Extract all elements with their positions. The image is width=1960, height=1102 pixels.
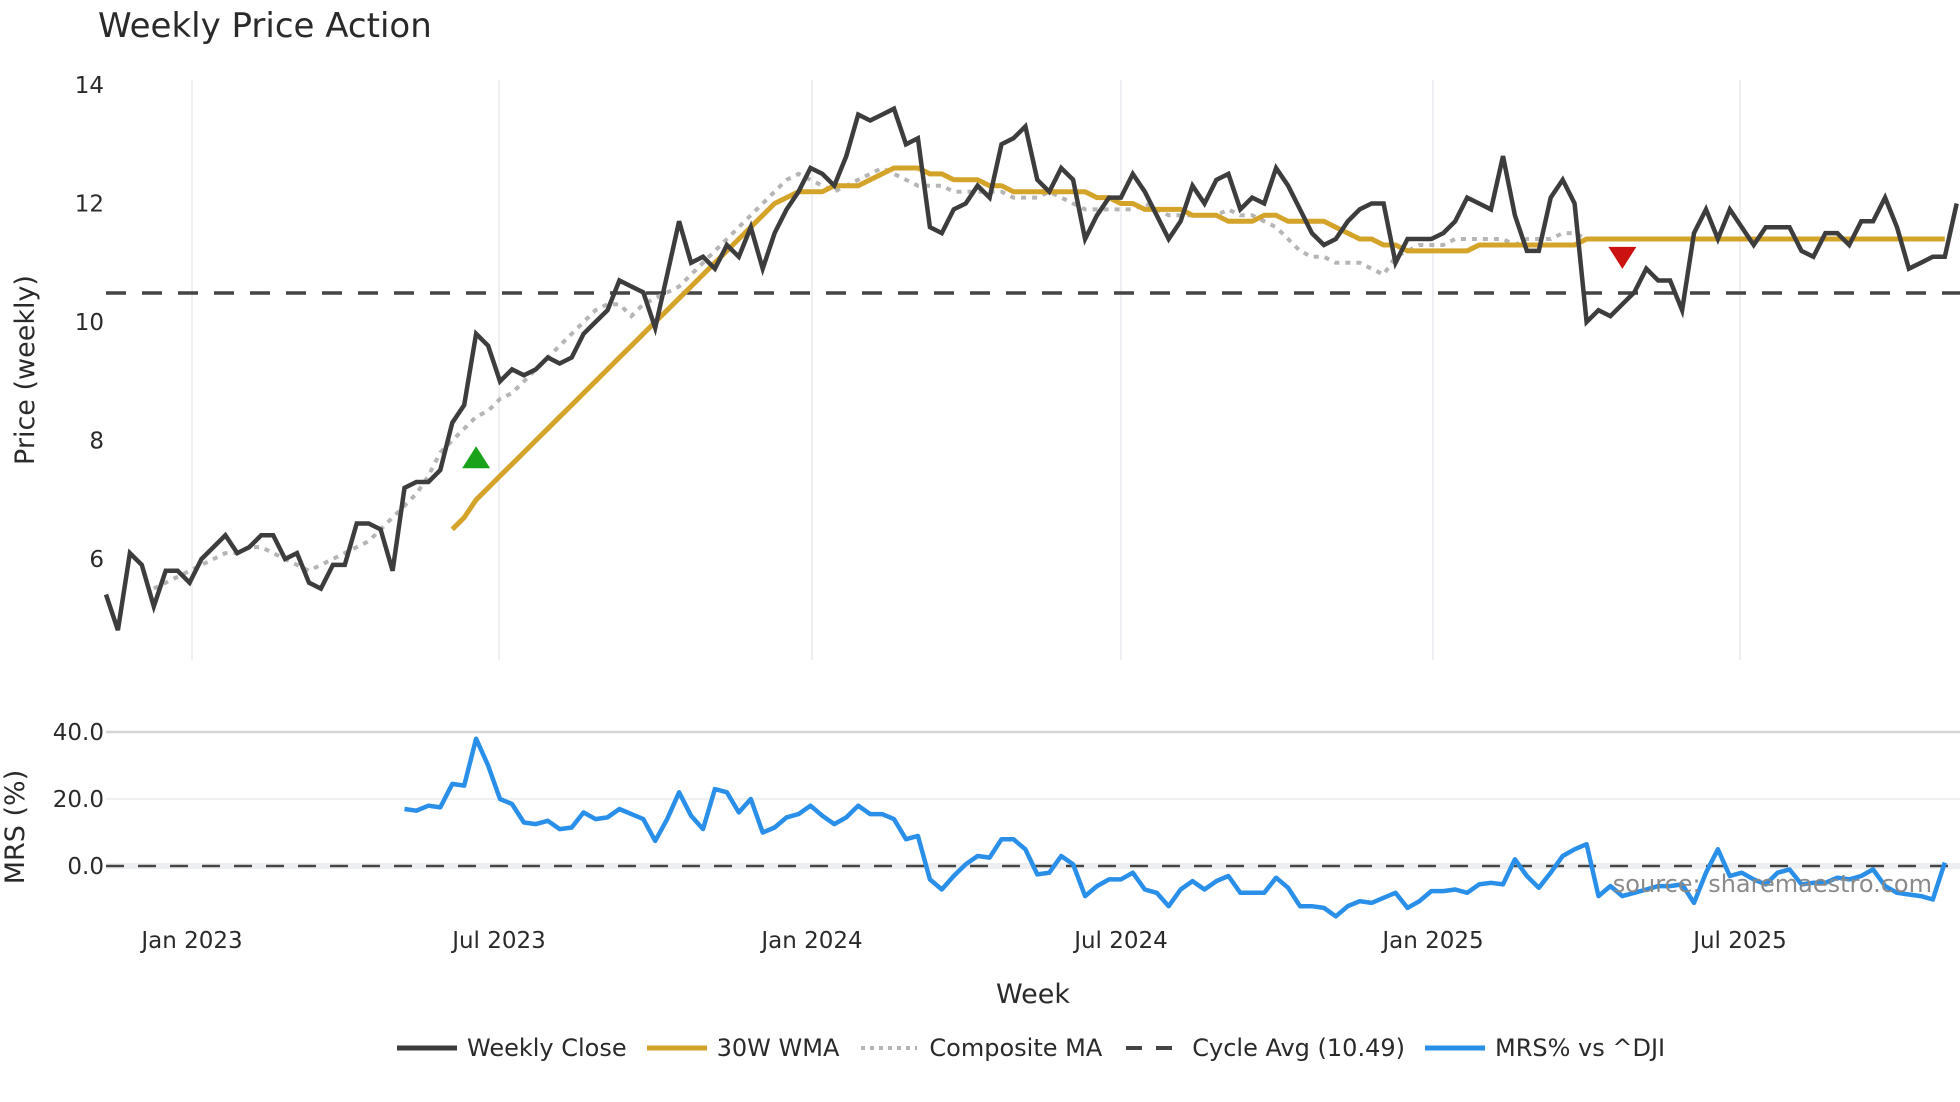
legend-label: 30W WMA xyxy=(716,1034,840,1062)
composite-ma-swatch-icon xyxy=(859,1042,919,1054)
legend: Weekly Close 30W WMA Composite MA Cycle … xyxy=(0,1034,1960,1062)
price-gridlines xyxy=(191,80,1741,660)
y-axis-title: Price (weekly) xyxy=(10,275,41,465)
watermark: source: sharemaestro.com xyxy=(1613,870,1932,898)
mrs-tick-label: 0.0 xyxy=(67,854,104,880)
legend-label: Cycle Avg (10.49) xyxy=(1192,1034,1405,1062)
legend-label: MRS% vs ^DJI xyxy=(1494,1034,1666,1062)
mrs-gridlines xyxy=(106,730,1960,869)
legend-item-weekly-close[interactable]: Weekly Close xyxy=(397,1034,627,1062)
y-tick-label: 12 xyxy=(75,192,104,218)
mrs-tick-label: 40.0 xyxy=(53,720,104,746)
y-tick-label: 8 xyxy=(89,429,104,455)
legend-item-cycle-avg[interactable]: Cycle Avg (10.49) xyxy=(1122,1034,1405,1062)
y-tick-label: 10 xyxy=(75,310,104,336)
composite-ma-line xyxy=(152,165,1802,591)
mrs-line xyxy=(404,736,1947,919)
legend-item-composite-ma[interactable]: Composite MA xyxy=(859,1034,1102,1062)
sell-signal-icon xyxy=(1608,246,1637,269)
weekly-close-line xyxy=(103,105,1959,631)
mrs-tick-label: 20.0 xyxy=(53,787,104,813)
x-tick-label: Jan 2025 xyxy=(1380,928,1483,954)
legend-label: Composite MA xyxy=(929,1034,1103,1062)
axis-labels: 14 12 10 8 6 40.0 20.0 0.0 Jan 2023 Jul 2023 Jan 2… xyxy=(0,73,1787,1010)
legend-item-mrs[interactable]: MRS% vs ^DJI xyxy=(1424,1034,1666,1062)
x-tick-label: Jan 2023 xyxy=(139,928,242,954)
y-tick-label: 6 xyxy=(89,547,104,573)
x-tick-label: Jul 2024 xyxy=(1072,928,1168,954)
y-tick-label: 14 xyxy=(75,73,104,99)
wma30-swatch-icon xyxy=(646,1042,707,1054)
mrs-swatch-icon xyxy=(1424,1042,1485,1054)
cycle-avg-swatch-icon xyxy=(1122,1042,1182,1054)
chart-title: Weekly Price Action xyxy=(98,6,432,46)
wma30-line xyxy=(450,165,1945,532)
mrs-axis-title: MRS (%) xyxy=(0,770,31,885)
legend-label: Weekly Close xyxy=(467,1034,627,1062)
x-tick-label: Jan 2024 xyxy=(759,928,862,954)
x-axis-title: Week xyxy=(996,979,1070,1010)
buy-signal-icon xyxy=(462,446,491,469)
weekly-close-swatch-icon xyxy=(397,1042,457,1054)
series-layer: source: sharemaestro.com xyxy=(103,105,1960,919)
legend-item-wma30[interactable]: 30W WMA xyxy=(646,1034,840,1062)
x-tick-label: Jul 2023 xyxy=(450,928,546,954)
x-tick-label: Jul 2025 xyxy=(1691,928,1787,954)
